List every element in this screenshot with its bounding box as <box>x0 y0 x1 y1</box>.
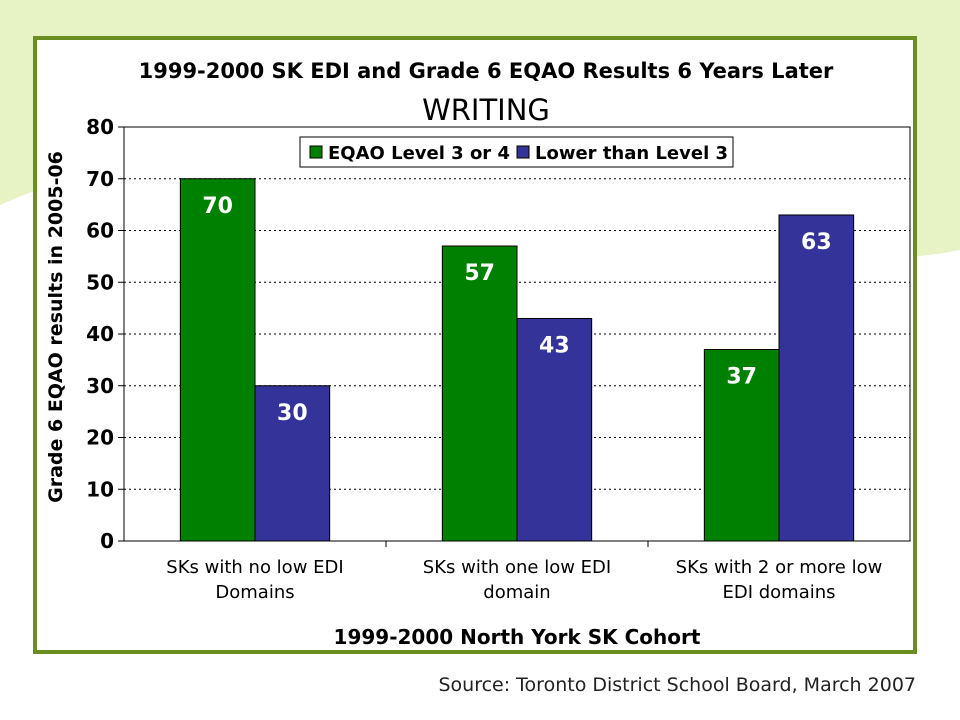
x-tick-label: SKs with one low EDI <box>423 557 611 578</box>
data-label: 70 <box>202 194 233 219</box>
y-axis-label: Grade 6 EQAO results in 2005-06 <box>45 151 67 503</box>
data-label: 37 <box>726 365 757 390</box>
x-tick-label: EDI domains <box>722 582 835 603</box>
x-tick-label: Domains <box>215 582 294 603</box>
data-label: 43 <box>539 333 570 358</box>
bar <box>516 317 593 542</box>
x-tick-label: domain <box>483 582 550 603</box>
y-tick-label: 40 <box>86 322 114 346</box>
bar <box>778 214 855 542</box>
y-tick-label: 0 <box>100 529 114 553</box>
y-tick-label: 80 <box>86 115 114 139</box>
chart-title: 1999-2000 SK EDI and Grade 6 EQAO Result… <box>139 59 834 83</box>
bar <box>703 349 780 542</box>
data-label: 63 <box>801 230 832 255</box>
legend-label: EQAO Level 3 or 4 <box>328 143 510 164</box>
bar <box>179 178 256 542</box>
source-note: Source: Toronto District School Board, M… <box>438 674 916 696</box>
y-tick-label: 50 <box>86 270 114 294</box>
chart-subtitle: WRITING <box>422 93 550 127</box>
y-tick-label: 70 <box>86 167 114 191</box>
bar <box>254 385 331 542</box>
y-tick-label: 30 <box>86 374 114 398</box>
y-tick-label: 60 <box>86 219 114 243</box>
bar <box>441 245 518 542</box>
chart-frame: 1999-2000 SK EDI and Grade 6 EQAO Result… <box>33 36 917 654</box>
legend-swatch <box>309 145 323 159</box>
x-tick-label: SKs with no low EDI <box>166 557 343 578</box>
x-tick-label: SKs with 2 or more low <box>676 557 883 578</box>
data-label: 30 <box>277 401 308 426</box>
legend-swatch <box>516 145 530 159</box>
bar-chart: 1999-2000 SK EDI and Grade 6 EQAO Result… <box>45 59 911 649</box>
y-tick-label: 20 <box>86 426 114 450</box>
x-axis-label: 1999-2000 North York SK Cohort <box>334 625 701 649</box>
y-tick-label: 10 <box>86 477 114 501</box>
legend-label: Lower than Level 3 <box>535 143 728 164</box>
data-label: 57 <box>464 261 495 286</box>
